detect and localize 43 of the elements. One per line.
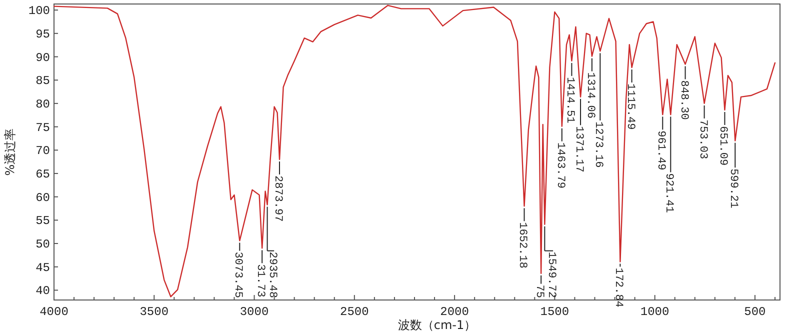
y-tick-label: 100 — [28, 4, 50, 18]
y-tick-label: 70 — [36, 144, 50, 158]
y-tick-label: 95 — [36, 27, 50, 42]
y-tick-label: 50 — [36, 238, 50, 252]
annotation: 1652.18 — [516, 222, 528, 268]
annotation: 1414.51 — [564, 76, 576, 124]
annotation: 2873.97 — [272, 175, 284, 222]
annotation: 172.84 — [612, 268, 624, 308]
y-tick-label: 60 — [36, 190, 50, 205]
annotation: 961.49 — [654, 130, 667, 170]
annotation: 848.30 — [677, 80, 690, 120]
y-tick-label: 80 — [36, 97, 50, 112]
x-tick-label: 1000 — [640, 305, 670, 319]
x-tick-label: 2500 — [340, 305, 369, 319]
x-tick-label: 3500 — [140, 305, 169, 319]
annotation: 651.09 — [716, 126, 729, 166]
x-tick-label: 3000 — [240, 305, 269, 319]
annotation: 1549.72 — [545, 252, 558, 298]
y-tick-label: 90 — [36, 50, 50, 65]
annotation: 1314.06 — [584, 72, 596, 119]
x-tick-label: 500 — [744, 305, 766, 319]
y-tick-label: 40 — [36, 284, 50, 298]
annotation: 1371.17 — [572, 126, 585, 172]
annotation: 1273.16 — [592, 121, 604, 168]
y-axis-title: %透过率 — [3, 128, 17, 176]
annotation: 753.03 — [696, 119, 708, 160]
y-tick-label: 75 — [36, 120, 50, 135]
annotation: 3073.45 — [232, 252, 244, 298]
y-tick-label: 85 — [36, 74, 50, 88]
y-tick-label: 65 — [36, 167, 50, 182]
annotation: 1115.49 — [624, 83, 636, 130]
annotation: 921.41 — [662, 173, 675, 214]
annotation: 1463.79 — [554, 142, 566, 189]
annotation: 31.73 — [254, 264, 266, 298]
annotation: 75 — [533, 284, 546, 298]
x-tick-label: 4000 — [40, 305, 68, 319]
y-tick-label: 45 — [36, 260, 50, 275]
x-tick-label: 1500 — [540, 305, 570, 319]
y-tick-label: 55 — [36, 214, 50, 228]
x-tick-label: 2000 — [440, 305, 469, 319]
annotation: 599.21 — [727, 168, 740, 209]
annotation: 2935.48 — [266, 252, 278, 298]
x-axis-title: 波数（cm-1） — [398, 318, 476, 332]
